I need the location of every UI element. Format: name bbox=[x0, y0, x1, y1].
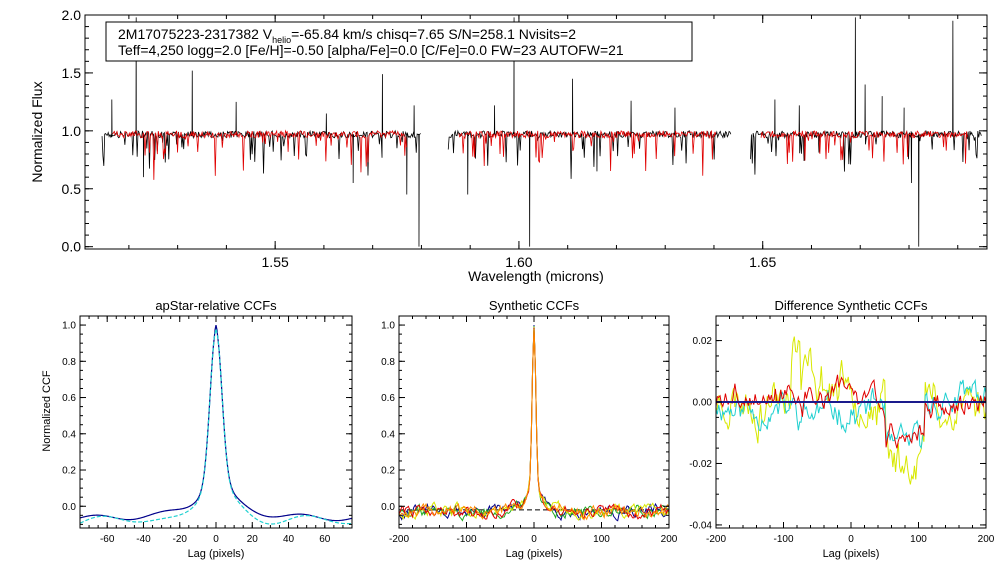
diff-ccf-x-tick-label: 200 bbox=[978, 534, 995, 545]
apstar-ccf-line-visit-1 bbox=[80, 324, 352, 522]
synthetic-ccf-axis-ticks: -200 -100 0 100 200 0.0 0.2 0.4 0.6 0.8 1.0 bbox=[381, 316, 678, 545]
spectrum-x-tick-label: 1.65 bbox=[749, 254, 776, 270]
apstar-ccf-y-axis-label: Normalized CCF bbox=[41, 370, 53, 452]
apstar-ccf-line-visit-2 bbox=[80, 328, 352, 525]
apstar-ccf-y-tick-label: 0.4 bbox=[62, 429, 76, 440]
synthetic-ccf-y-tick-label: 0.6 bbox=[381, 393, 395, 404]
spectrum-x-axis-label: Wavelength (microns) bbox=[468, 268, 604, 284]
diff-ccf-line-visit-2 bbox=[716, 378, 986, 450]
apstar-ccf-y-tick-label: 0.2 bbox=[62, 466, 76, 477]
synthetic-ccf-series-group bbox=[399, 325, 669, 522]
header-line-2: Teff=4,250 logg=2.0 [Fe/H]=-0.50 [alpha/… bbox=[118, 42, 624, 58]
apstar-ccf-series-group bbox=[80, 324, 352, 525]
apstar-ccf-x-tick-label: 0 bbox=[213, 534, 219, 545]
header-line-1-prefix: 2M17075223-2317382 V bbox=[118, 26, 273, 42]
header-line-1: 2M17075223-2317382 Vhelio=-65.84 km/s ch… bbox=[118, 26, 576, 45]
apstar-ccf-title: apStar-relative CCFs bbox=[155, 298, 277, 313]
spectrum-y-tick-label: 0.5 bbox=[62, 181, 82, 197]
synthetic-ccf-x-axis-label: Lag (pixels) bbox=[506, 548, 563, 560]
spectrum-x-tick-label: 1.55 bbox=[262, 254, 289, 270]
diff-ccf-y-tick-label: 0.00 bbox=[693, 398, 713, 409]
diff-ccf-y-tick-label: 0.02 bbox=[693, 336, 713, 347]
diff-ccf-title: Difference Synthetic CCFs bbox=[775, 298, 928, 313]
apstar-ccf-x-tick-label: -20 bbox=[173, 534, 188, 545]
synthetic-ccf-y-tick-label: 0.0 bbox=[381, 502, 395, 513]
synthetic-ccf-line-visit-3 bbox=[399, 327, 669, 521]
synthetic-ccf-x-tick-label: -200 bbox=[389, 534, 409, 545]
synthetic-ccf-y-tick-label: 0.2 bbox=[381, 466, 395, 477]
header-line-1-suffix: =-65.84 km/s chisq=7.65 S/N=258.1 Nvisit… bbox=[291, 26, 576, 42]
spectrum-observed-line bbox=[101, 17, 421, 247]
synthetic-ccf-line-combined bbox=[399, 325, 669, 522]
spectrum-y-tick-label: 1.5 bbox=[62, 65, 82, 81]
apstar-ccf-x-tick-label: 20 bbox=[247, 534, 259, 545]
diff-ccf-x-tick-label: 100 bbox=[910, 534, 927, 545]
apstar-ccf-x-tick-label: -40 bbox=[136, 534, 151, 545]
synthetic-ccf-y-tick-label: 0.4 bbox=[381, 429, 395, 440]
spectrum-model-line bbox=[112, 129, 407, 180]
apstar-ccf-axis-ticks: -60 -40 -20 0 20 40 60 0.0 0.2 0.4 0.6 0.8 1.0 bbox=[62, 316, 353, 545]
diff-ccf-x-tick-label: 0 bbox=[848, 534, 854, 545]
apstar-ccf-x-axis-label: Lag (pixels) bbox=[188, 548, 245, 560]
diff-ccf-x-tick-label: -200 bbox=[706, 534, 726, 545]
synthetic-ccf-panel: Synthetic CCFs -200 -100 0 100 200 0.0 0.2 0.4 0… bbox=[381, 298, 678, 560]
spectrum-y-tick-label: 1.0 bbox=[62, 123, 82, 139]
diff-ccf-panel: Difference Synthetic CCFs -200 -100 0 100 20… bbox=[689, 298, 995, 560]
spectrum-axis-ticks: 1.55 1.60 1.65 0.0 0.5 1.0 1.5 2.0 bbox=[62, 7, 987, 270]
diff-ccf-plot-frame bbox=[715, 315, 987, 529]
diff-ccf-x-tick-label: -100 bbox=[773, 534, 793, 545]
apstar-ccf-y-tick-label: 1.0 bbox=[62, 321, 76, 332]
header-line-1-subscript: helio bbox=[272, 35, 291, 45]
apstar-ccf-x-tick-label: 60 bbox=[319, 534, 331, 545]
diff-ccf-x-axis-label: Lag (pixels) bbox=[823, 548, 880, 560]
spectrum-info-box bbox=[105, 21, 693, 62]
apstar-ccf-x-tick-label: -60 bbox=[100, 534, 115, 545]
synthetic-ccf-x-tick-label: -100 bbox=[456, 534, 476, 545]
synthetic-ccf-x-tick-label: 0 bbox=[531, 534, 537, 545]
spectrum-model-line bbox=[760, 129, 968, 165]
spectrum-y-tick-label: 0.0 bbox=[62, 239, 82, 255]
apstar-ccf-x-tick-label: 40 bbox=[283, 534, 295, 545]
apstar-ccf-y-tick-label: 0.8 bbox=[62, 357, 76, 368]
spectrum-panel: 1.55 1.60 1.65 0.0 0.5 1.0 1.5 2.0 Wavelength (… bbox=[29, 7, 988, 284]
diff-ccf-y-tick-label: -0.04 bbox=[689, 521, 712, 532]
spectrum-x-tick-label: 1.60 bbox=[505, 254, 532, 270]
synthetic-ccf-x-tick-label: 200 bbox=[661, 534, 678, 545]
synthetic-ccf-line-visit-4 bbox=[399, 328, 669, 521]
synthetic-ccf-line-visit-2 bbox=[399, 326, 669, 521]
spectrum-series-group bbox=[101, 17, 982, 247]
synthetic-ccf-plot-frame bbox=[398, 315, 670, 529]
diff-ccf-line-visit-3 bbox=[716, 336, 986, 485]
diff-ccf-axis-ticks: -200 -100 0 100 200 -0.04 -0.02 0.00 0.02 bbox=[689, 316, 995, 545]
apstar-ccf-plot-frame bbox=[79, 315, 353, 529]
synthetic-ccf-y-tick-label: 0.8 bbox=[381, 357, 395, 368]
apstar-ccf-y-tick-label: 0.0 bbox=[62, 502, 76, 513]
synthetic-ccf-y-tick-label: 1.0 bbox=[381, 321, 395, 332]
spectrum-y-axis-label: Normalized Flux bbox=[29, 81, 45, 182]
spectrum-y-tick-label: 2.0 bbox=[62, 7, 82, 23]
spectrum-plot-frame bbox=[84, 14, 988, 250]
diff-ccf-series-group bbox=[716, 336, 986, 485]
diff-ccf-y-tick-label: -0.02 bbox=[689, 459, 712, 470]
synthetic-ccf-title: Synthetic CCFs bbox=[489, 298, 580, 313]
apstar-ccf-panel: apStar-relative CCFs -60 -40 -20 0 20 40 60 0.0… bbox=[41, 298, 353, 560]
apstar-ccf-y-tick-label: 0.6 bbox=[62, 393, 76, 404]
synthetic-ccf-x-tick-label: 100 bbox=[593, 534, 610, 545]
spectrum-model-line bbox=[458, 129, 717, 176]
synthetic-ccf-line-visit-1 bbox=[399, 325, 669, 522]
